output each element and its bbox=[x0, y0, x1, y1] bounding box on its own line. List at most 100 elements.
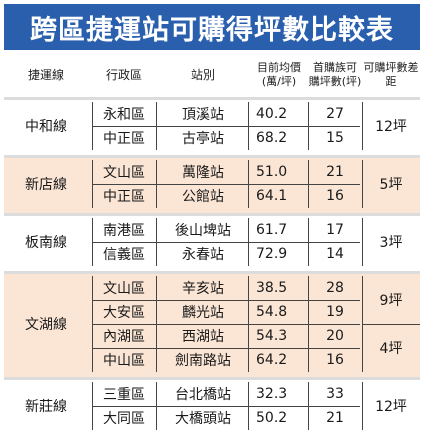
line-group: 中和線 永和區 頂溪站 40.2 27 中正區 古亭站 68.2 15 12坪 bbox=[4, 97, 420, 155]
cell-district: 中山區 bbox=[103, 353, 145, 369]
column-divider bbox=[92, 102, 93, 150]
cell-tsubo: 21 bbox=[326, 164, 344, 180]
cell-gap: 4坪 bbox=[379, 341, 403, 357]
group-divider bbox=[4, 377, 420, 380]
column-divider bbox=[308, 160, 309, 208]
column-divider bbox=[308, 218, 309, 266]
cell-price: 61.7 bbox=[256, 222, 288, 238]
cell-gap: 12坪 bbox=[375, 399, 407, 415]
cell-station: 永春站 bbox=[182, 247, 224, 263]
cell-district: 內湖區 bbox=[103, 329, 145, 345]
column-divider bbox=[362, 382, 363, 430]
group-divider bbox=[4, 213, 420, 216]
line-group: 新店線 文山區 萬隆站 51.0 21 中正區 公館站 64.1 16 5坪 bbox=[4, 155, 420, 213]
header-district: 行政區 bbox=[105, 68, 142, 82]
column-divider bbox=[156, 276, 157, 372]
cell-gap: 3坪 bbox=[379, 235, 403, 251]
cell-price: 51.0 bbox=[256, 164, 288, 180]
column-divider bbox=[308, 276, 309, 372]
column-divider bbox=[92, 382, 93, 430]
cell-district: 信義區 bbox=[103, 247, 145, 263]
column-divider bbox=[156, 382, 157, 430]
column-divider bbox=[92, 160, 93, 208]
column-divider bbox=[248, 102, 249, 150]
line-name: 中和線 bbox=[25, 119, 67, 135]
cell-station: 頂溪站 bbox=[182, 107, 224, 123]
cell-station: 後山埤站 bbox=[175, 223, 231, 239]
row-separator bbox=[92, 242, 360, 243]
cell-price: 38.5 bbox=[256, 280, 288, 296]
cell-tsubo: 28 bbox=[326, 280, 344, 296]
line-name: 新莊線 bbox=[25, 399, 67, 415]
row-separator bbox=[92, 406, 360, 407]
column-divider bbox=[362, 160, 363, 208]
cell-tsubo: 33 bbox=[326, 386, 344, 402]
header-line: 捷運線 bbox=[27, 68, 64, 82]
column-divider bbox=[362, 218, 363, 266]
row-separator bbox=[92, 126, 360, 127]
column-divider bbox=[248, 160, 249, 208]
cell-price: 54.8 bbox=[256, 304, 288, 320]
column-divider bbox=[362, 276, 363, 372]
cell-gap: 9坪 bbox=[379, 293, 403, 309]
group-divider bbox=[4, 271, 420, 274]
column-divider bbox=[248, 218, 249, 266]
cell-tsubo: 16 bbox=[326, 352, 344, 368]
cell-station: 台北橋站 bbox=[175, 387, 231, 403]
cell-price: 40.2 bbox=[256, 106, 288, 122]
group-divider bbox=[4, 97, 420, 100]
cell-district: 南港區 bbox=[103, 223, 145, 239]
cell-district: 永和區 bbox=[103, 107, 145, 123]
cell-tsubo: 27 bbox=[326, 106, 344, 122]
column-divider bbox=[92, 276, 93, 372]
header-station: 站別 bbox=[190, 68, 215, 82]
row-separator bbox=[92, 324, 360, 325]
cell-station: 萬隆站 bbox=[182, 165, 224, 181]
cell-station: 麟光站 bbox=[182, 305, 224, 321]
table-title: 跨區捷運站可購得坪數比較表 bbox=[4, 4, 420, 50]
column-divider bbox=[308, 102, 309, 150]
line-group: 文湖線 文山區 辛亥站 38.5 28 大安區 麟光站 54.8 19 內湖區 西湖站 54.3 20 中… bbox=[4, 271, 420, 377]
group-divider bbox=[4, 155, 420, 158]
row-separator bbox=[92, 300, 360, 301]
column-divider bbox=[308, 382, 309, 430]
cell-tsubo: 15 bbox=[326, 130, 344, 146]
cell-station: 劍南路站 bbox=[175, 353, 231, 369]
header-tsubo: 首購族可購坪數(坪) bbox=[308, 61, 362, 88]
gap-separator bbox=[362, 324, 420, 325]
row-separator bbox=[92, 184, 360, 185]
cell-price: 72.9 bbox=[256, 246, 288, 262]
cell-tsubo: 17 bbox=[326, 222, 344, 238]
line-group: 板南線 南港區 後山埤站 61.7 17 信義區 永春站 72.9 14 3坪 bbox=[4, 213, 420, 271]
cell-price: 32.3 bbox=[256, 386, 288, 402]
column-divider bbox=[156, 160, 157, 208]
cell-tsubo: 16 bbox=[326, 188, 344, 204]
line-name: 文湖線 bbox=[25, 317, 67, 333]
column-divider bbox=[248, 382, 249, 430]
cell-gap: 12坪 bbox=[375, 119, 407, 135]
cell-district: 文山區 bbox=[103, 281, 145, 297]
cell-gap: 5坪 bbox=[379, 177, 403, 193]
line-group: 新莊線 三重區 台北橋站 32.3 33 大同區 大橋頭站 50.2 21 12坪 bbox=[4, 377, 420, 435]
cell-station: 古亭站 bbox=[182, 131, 224, 147]
cell-district: 中正區 bbox=[103, 131, 145, 147]
cell-station: 西湖站 bbox=[182, 329, 224, 345]
line-name: 新店線 bbox=[25, 177, 67, 193]
table-header: 捷運線 行政區 站別 目前均價(萬/坪) 首購族可購坪數(坪) 可購坪數差距 bbox=[4, 55, 420, 95]
header-gap: 可購坪數差距 bbox=[363, 61, 419, 88]
column-divider bbox=[248, 276, 249, 372]
cell-district: 三重區 bbox=[103, 387, 145, 403]
column-divider bbox=[156, 218, 157, 266]
cell-price: 68.2 bbox=[256, 130, 288, 146]
column-divider bbox=[156, 102, 157, 150]
row-separator bbox=[92, 348, 360, 349]
cell-tsubo: 20 bbox=[326, 328, 344, 344]
cell-district: 文山區 bbox=[103, 165, 145, 181]
cell-district: 大安區 bbox=[103, 305, 145, 321]
cell-price: 64.2 bbox=[256, 352, 288, 368]
header-price: 目前均價(萬/坪) bbox=[257, 61, 301, 88]
line-name: 板南線 bbox=[25, 235, 67, 251]
cell-tsubo: 14 bbox=[326, 246, 344, 262]
column-divider bbox=[362, 102, 363, 150]
cell-station: 公館站 bbox=[182, 189, 224, 205]
